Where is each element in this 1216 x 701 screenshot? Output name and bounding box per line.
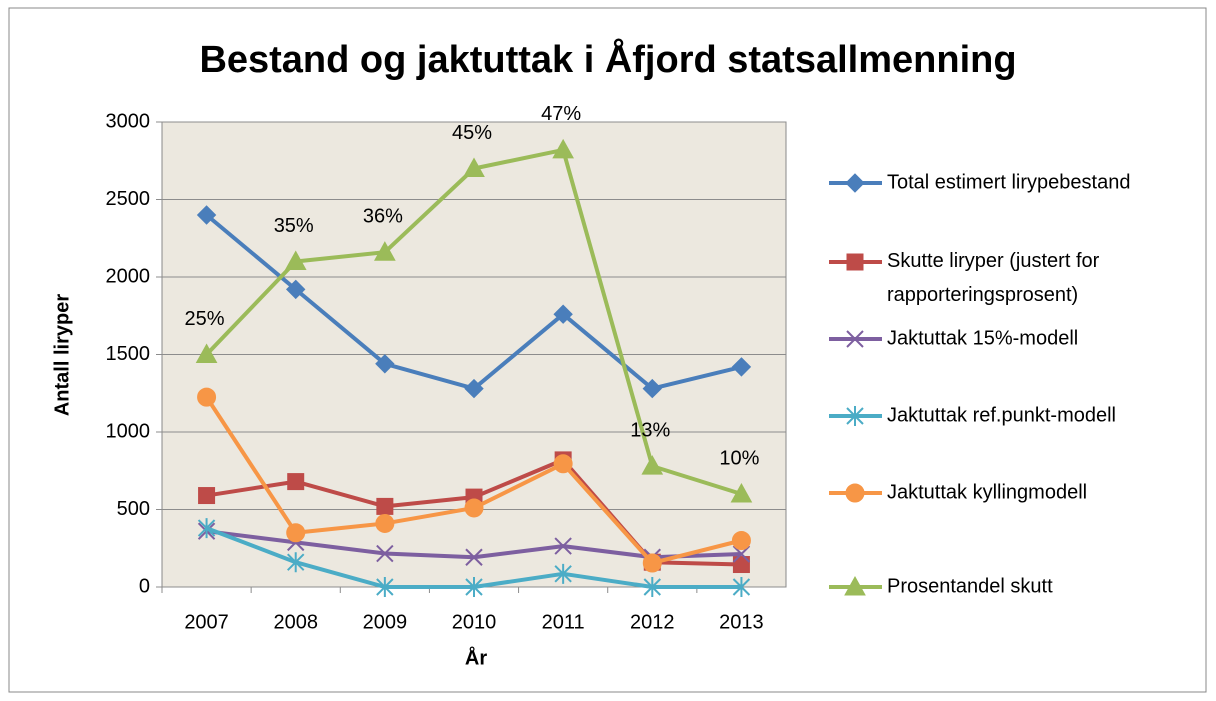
marker xyxy=(464,378,484,399)
marker xyxy=(465,548,483,566)
marker xyxy=(376,544,394,563)
marker xyxy=(554,563,572,584)
x-tick-label: 2007 xyxy=(184,611,229,633)
marker xyxy=(731,357,752,377)
marker xyxy=(197,518,216,539)
legend-label: Jaktuttak ref.punkt-modell xyxy=(887,404,1116,426)
marker xyxy=(287,552,305,573)
x-tick-label: 2011 xyxy=(542,611,585,633)
legend-label: Prosentandel skutt xyxy=(887,575,1053,597)
marker xyxy=(846,330,864,348)
marker xyxy=(642,553,662,573)
marker xyxy=(197,387,217,407)
marker xyxy=(376,577,394,597)
marker xyxy=(845,173,865,193)
marker xyxy=(844,575,866,596)
marker xyxy=(286,523,306,543)
y-tick-label: 0 xyxy=(139,575,150,597)
x-tick-label: 2008 xyxy=(273,611,318,633)
marker xyxy=(374,241,396,261)
marker xyxy=(196,205,217,225)
y-tick-label: 2500 xyxy=(106,188,151,210)
marker xyxy=(287,473,305,491)
marker xyxy=(464,498,484,518)
y-tick-label: 1000 xyxy=(106,420,151,442)
marker xyxy=(465,577,483,597)
marker xyxy=(731,531,751,550)
marker xyxy=(375,354,395,374)
chart-title: Bestand og jaktuttak i Åfjord statsallme… xyxy=(199,37,1016,81)
marker xyxy=(198,487,216,505)
x-tick-label: 2010 xyxy=(452,611,497,633)
data-label: 47% xyxy=(541,103,581,125)
marker xyxy=(641,455,664,475)
data-label: 36% xyxy=(363,205,403,227)
y-tick-label: 1500 xyxy=(106,343,151,365)
marker xyxy=(553,304,573,324)
data-label: 13% xyxy=(630,419,670,441)
marker xyxy=(376,497,394,515)
marker xyxy=(195,343,218,363)
marker xyxy=(732,577,751,597)
marker xyxy=(846,253,864,271)
y-tick-label: 2000 xyxy=(106,265,151,287)
marker xyxy=(552,138,574,159)
marker xyxy=(286,279,306,300)
legend-label: Jaktuttak 15%-modell xyxy=(887,327,1078,349)
y-tick-label: 3000 xyxy=(106,110,151,132)
marker xyxy=(845,483,865,503)
marker xyxy=(642,378,662,399)
legend-label: Jaktuttak kyllingmodell xyxy=(887,481,1087,503)
marker xyxy=(732,545,751,563)
marker xyxy=(732,556,750,574)
x-tick-label: 2009 xyxy=(363,611,408,633)
marker xyxy=(463,157,485,177)
x-axis-label: År xyxy=(465,645,487,669)
data-label: 25% xyxy=(185,308,225,330)
y-axis-label: Antall liryper xyxy=(51,294,73,416)
marker xyxy=(375,513,395,533)
marker xyxy=(554,537,572,555)
data-label: 45% xyxy=(452,122,492,144)
marker xyxy=(643,577,661,597)
marker xyxy=(284,250,307,270)
marker xyxy=(730,482,753,503)
x-tick-label: 2012 xyxy=(630,611,675,633)
data-label: 10% xyxy=(719,447,759,469)
y-tick-label: 500 xyxy=(117,498,150,520)
marker xyxy=(553,454,573,474)
x-tick-label: 2013 xyxy=(719,611,764,633)
marker xyxy=(846,406,864,426)
data-label: 35% xyxy=(274,215,314,237)
legend-label: Total estimert lirypebestand xyxy=(887,171,1130,193)
legend-label: Skutte liryper (justert for rapporterings… xyxy=(887,250,1100,306)
